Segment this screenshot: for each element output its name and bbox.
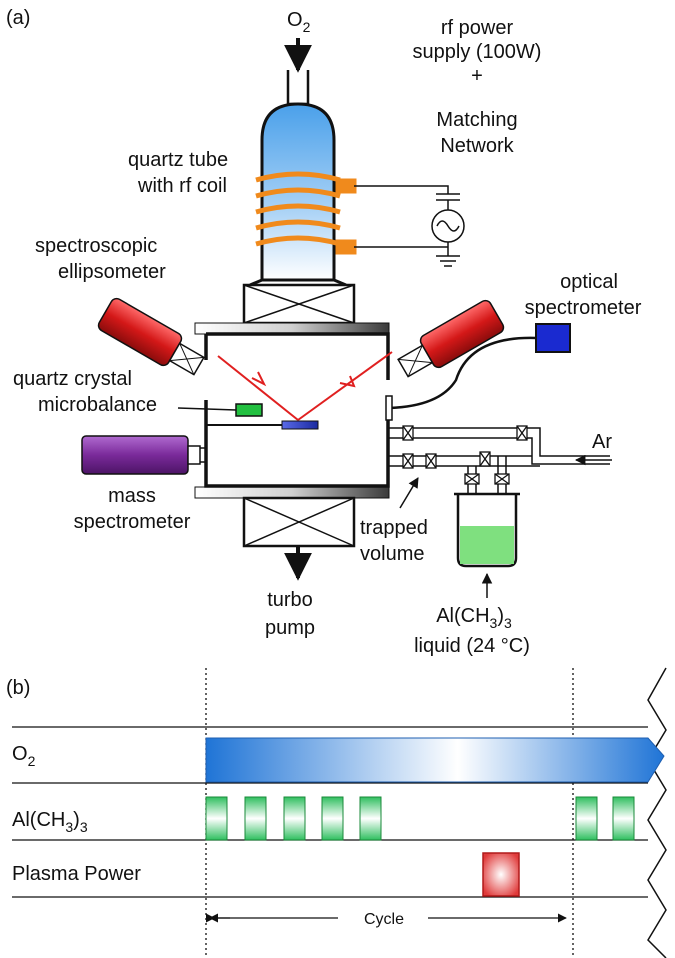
ellipsometer-label-2: ellipsometer <box>58 261 166 283</box>
cycle-label: Cycle <box>364 911 404 928</box>
svg-text:Network: Network <box>440 135 514 157</box>
quartz-tube-label-2: with rf coil <box>137 175 227 197</box>
panel-a-label: (a) <box>6 7 30 29</box>
optical-spectrometer-box <box>535 323 571 353</box>
optical-fiber <box>389 336 537 410</box>
qcm-label: quartz crystal <box>13 368 132 390</box>
quartz-tube-label: quartz tube <box>128 149 228 171</box>
optical-spectrometer-label-2: spectrometer <box>525 297 642 319</box>
svg-text:rf power: rf power <box>441 17 514 39</box>
svg-text:+: + <box>471 65 483 87</box>
plasma-pulse <box>482 852 520 897</box>
ellipsometer-source <box>97 297 205 376</box>
tma-pulse <box>359 796 382 841</box>
tma-pulse <box>205 796 228 841</box>
turbo-pump-label: turbo <box>267 589 313 611</box>
upper-gate-valve <box>242 283 356 325</box>
tma-pulse <box>244 796 267 841</box>
argon-label: Ar <box>592 431 612 453</box>
qcm-label-2: microbalance <box>38 394 157 416</box>
o2-inlet-label: O2 <box>287 9 311 35</box>
ellipsometer-detector <box>397 299 505 378</box>
precursor-bubbler <box>454 492 520 568</box>
mass-spec-label: mass <box>108 485 156 507</box>
bottom-flange <box>194 486 390 499</box>
precursor-label: Al(CH3)3 <box>436 605 512 631</box>
mass-spectrometer <box>81 435 206 475</box>
rf-circuit <box>354 185 465 267</box>
reaction-chamber <box>204 332 390 488</box>
turbo-pump-label-2: pump <box>265 617 315 639</box>
precursor-state-label: liquid (24 °C) <box>414 635 530 657</box>
optical-spectrometer-label: optical <box>560 271 618 293</box>
time-axis-break <box>647 667 667 958</box>
svg-text:supply (100W): supply (100W) <box>413 41 542 63</box>
lower-gate-valve <box>242 496 356 548</box>
panel-b-label: (b) <box>6 677 30 699</box>
sample-holder <box>281 420 319 430</box>
trapped-volume-arrow <box>399 477 419 509</box>
row-label-plasma: Plasma Power <box>12 863 141 885</box>
valve-icons <box>402 425 528 485</box>
qcm-pointer <box>177 407 237 411</box>
laser-beam <box>217 351 393 421</box>
tma-pulse <box>575 796 598 841</box>
viewport-window <box>385 395 393 421</box>
tma-pulse <box>612 796 635 841</box>
rf-coil <box>255 171 357 255</box>
svg-text:Matching: Matching <box>436 109 517 131</box>
trapped-volume-label-2: volume <box>360 543 424 565</box>
row-label-o2: O2 <box>12 743 36 769</box>
trapped-volume-label: trapped <box>360 517 428 539</box>
tma-pulses <box>205 796 635 841</box>
row-label-tma: Al(CH3)3 <box>12 809 88 835</box>
ellipsometer-label: spectroscopic <box>35 235 157 257</box>
rf-supply-label: rf power supply (100W) + Matching Networ… <box>413 17 542 157</box>
tma-pulse <box>321 796 344 841</box>
mass-spec-label-2: spectrometer <box>74 511 191 533</box>
o2-flow-bar <box>205 737 665 783</box>
tma-pulse <box>283 796 306 841</box>
qcm-crystal <box>235 403 263 417</box>
